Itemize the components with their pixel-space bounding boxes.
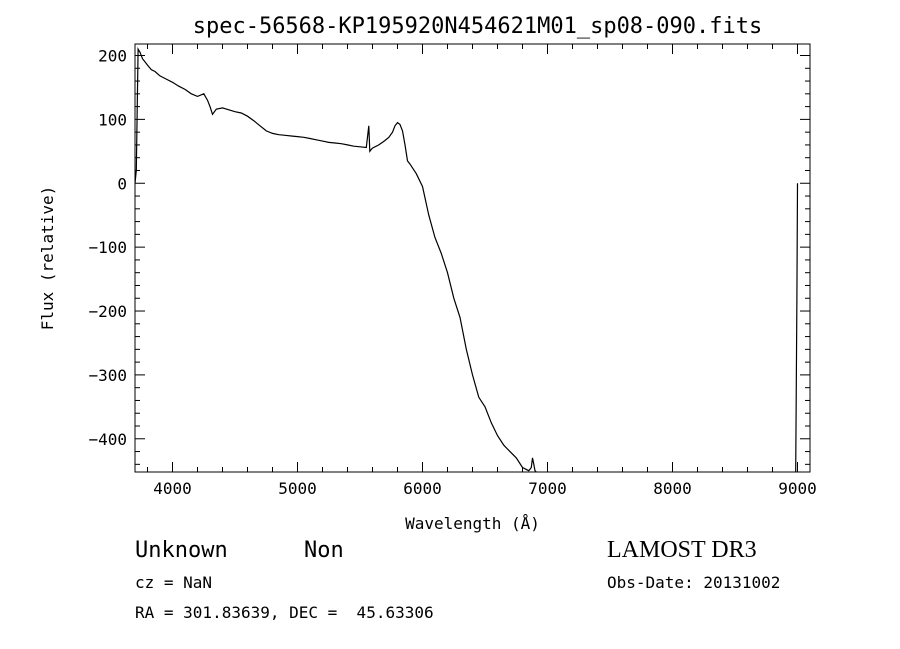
cz-label: cz = NaN — [135, 573, 213, 592]
x-tick-label: 5000 — [278, 479, 317, 498]
y-tick-label: 100 — [98, 110, 127, 129]
x-tick-label: 9000 — [778, 479, 817, 498]
coordinates-label: RA = 301.83639, DEC = 45.63306 — [135, 603, 434, 622]
y-tick-label: −200 — [88, 302, 127, 321]
x-tick-label: 8000 — [653, 479, 692, 498]
x-axis-label: Wavelength (Å) — [405, 514, 540, 533]
obs-date-label: Obs-Date: 20131002 — [607, 573, 781, 592]
survey-label: LAMOST DR3 — [607, 537, 757, 563]
x-tick-label: 7000 — [528, 479, 567, 498]
y-tick-label: 0 — [117, 174, 127, 193]
y-tick-label: −400 — [88, 430, 127, 449]
x-tick-label: 6000 — [403, 479, 442, 498]
class-label: Unknown — [135, 538, 228, 563]
x-tick-label: 4000 — [153, 479, 192, 498]
y-tick-label: 200 — [98, 46, 127, 65]
plot-frame — [134, 43, 811, 473]
spectrum-line — [135, 46, 799, 472]
y-tick-label: −100 — [88, 238, 127, 257]
subclass-label: Non — [304, 538, 344, 563]
chart-title: spec-56568-KP195920N454621M01_sp08-090.f… — [193, 14, 763, 39]
y-tick-label: −300 — [88, 366, 127, 385]
y-axis-label: Flux (relative) — [38, 186, 57, 331]
